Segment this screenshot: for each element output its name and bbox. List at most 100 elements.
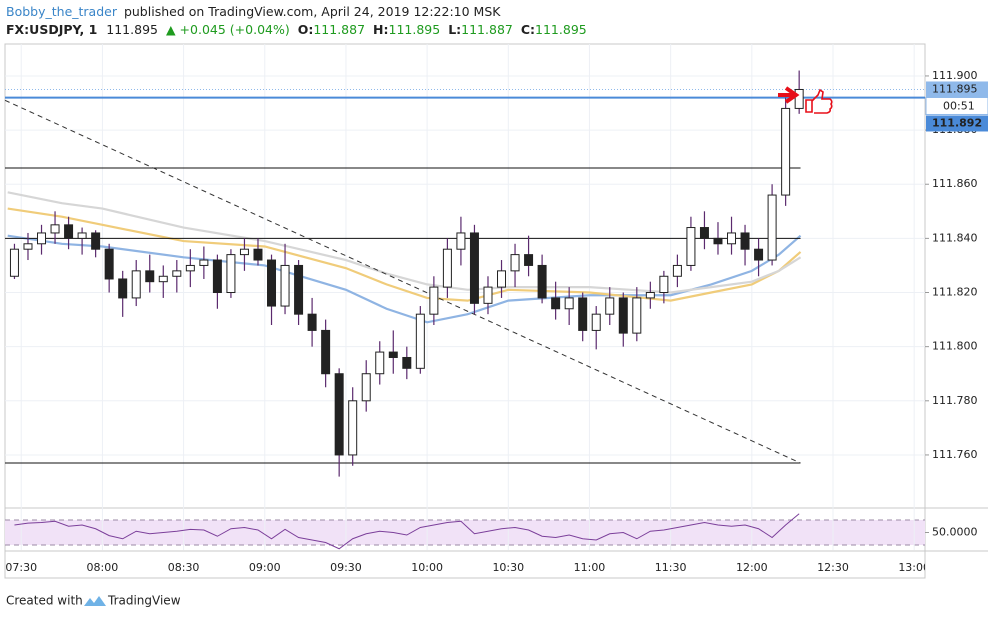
candle-body (118, 278, 128, 299)
candle-body (348, 400, 358, 456)
candle-body (77, 232, 87, 239)
candle-body (212, 259, 222, 294)
candle-body (91, 232, 101, 250)
candle-body (158, 275, 168, 283)
candle-body (294, 264, 304, 315)
candle-body (456, 232, 466, 250)
y-tick-label: 111.840 (932, 231, 978, 244)
candle-body (375, 351, 385, 375)
x-tick-label: 10:30 (492, 561, 524, 574)
candle-body (131, 270, 141, 299)
price-line-box (926, 115, 988, 132)
symbol: FX:USDJPY, 1 (6, 22, 97, 37)
candle-body (618, 297, 628, 334)
candle-body (564, 297, 574, 310)
h-value: 111.895 (389, 22, 441, 37)
last-price-label: 111.895 (932, 82, 978, 95)
x-tick-label: 08:30 (168, 561, 200, 574)
price-line-label: 111.892 (932, 116, 982, 129)
candle-body (727, 232, 737, 245)
moving-average (7, 207, 802, 302)
candle-body (537, 264, 547, 299)
h-label: H: (373, 22, 388, 37)
footer: Created with TradingView (6, 594, 181, 608)
candle-body (64, 224, 74, 239)
x-tick-label: 12:00 (736, 561, 768, 574)
candle-body (578, 297, 588, 331)
candle-body (361, 373, 371, 402)
candle-body (781, 107, 791, 196)
candle-body (605, 297, 615, 315)
countdown-box (925, 96, 988, 115)
candle-body (226, 254, 236, 294)
x-tick-label: 12:30 (817, 561, 849, 574)
candle-body (497, 270, 507, 288)
candle-body (591, 313, 601, 331)
c-label: C: (521, 22, 535, 37)
x-tick-label: 09:30 (330, 561, 362, 574)
candle-body (442, 248, 452, 288)
candle-body (50, 224, 60, 234)
x-tick-label: 09:00 (249, 561, 281, 574)
candle-body (510, 254, 520, 272)
candle-body (402, 356, 412, 369)
candle-body (185, 264, 195, 272)
candle-body (483, 286, 493, 304)
annotations (778, 86, 833, 114)
candle-body (699, 227, 709, 239)
candle-body (23, 243, 33, 250)
change: ▲ +0.045 (+0.04%) (166, 22, 290, 37)
candle-body (672, 264, 682, 277)
candle-body (321, 329, 331, 375)
candle-body (334, 373, 344, 456)
y-tick-label: 50.0000 (932, 526, 978, 539)
y-tick-label: 111.900 (932, 69, 978, 82)
candle-body (253, 248, 263, 261)
y-tick-label: 111.780 (932, 394, 978, 407)
y-tick-label: 111.820 (932, 286, 978, 299)
footer-brand: TradingView (107, 594, 181, 608)
candle-body (469, 232, 479, 304)
x-tick-label: 11:00 (574, 561, 606, 574)
moving-average (7, 234, 802, 324)
candle-body (104, 248, 114, 280)
y-tick-label: 111.800 (932, 340, 978, 353)
x-tick-label: 13:00 (898, 561, 930, 574)
footer-text: Created with (6, 594, 83, 608)
candle-body (37, 232, 47, 245)
countdown: 00:51 (943, 99, 975, 112)
published: published on TradingView.com, April 24, … (124, 4, 501, 19)
candle-body (740, 232, 750, 250)
candle-body (199, 259, 209, 266)
indicator-line (14, 513, 800, 550)
candle-body (172, 270, 182, 277)
thumbs-up (805, 88, 833, 114)
x-tick-label: 08:00 (87, 561, 119, 574)
last-price-box (926, 81, 988, 98)
symbol-line: FX:USDJPY, 1 111.895 ▲ +0.045 (+0.04%) O… (6, 22, 587, 37)
candle-body (754, 248, 764, 261)
author: Bobby_the_trader (6, 4, 118, 19)
l-value: 111.887 (461, 22, 513, 37)
candle-body (145, 270, 155, 283)
candle-body (429, 286, 439, 315)
candle-body (239, 248, 249, 256)
x-tick-label: 11:30 (655, 561, 687, 574)
l-label: L: (448, 22, 461, 37)
red-arrow (778, 86, 800, 104)
candle-body (645, 292, 655, 299)
candle-body (415, 313, 425, 369)
candle-body (280, 264, 290, 307)
trend-line (4, 99, 801, 464)
price: 111.895 (106, 22, 158, 37)
c-value: 111.895 (535, 22, 587, 37)
o-label: O: (298, 22, 314, 37)
header-line: Bobby_the_trader published on TradingVie… (6, 4, 501, 19)
plot: 07:30 08:00 08:30 09:00 09:30 10:00 10:30 11:00… (4, 44, 988, 574)
x-tick-label: 07:30 (5, 561, 37, 574)
candle-body (307, 313, 317, 331)
candle-body (767, 194, 777, 261)
candle-body (713, 237, 723, 245)
